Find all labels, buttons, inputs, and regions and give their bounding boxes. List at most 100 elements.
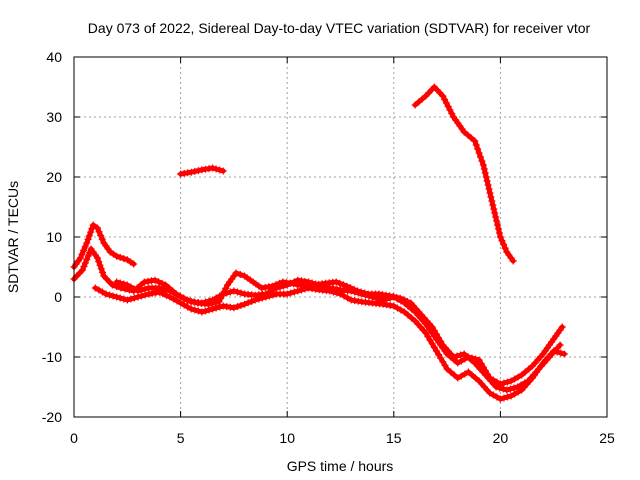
- data-point: [503, 386, 511, 394]
- data-point: [368, 293, 376, 301]
- data-point: [233, 303, 241, 311]
- data-point: [489, 201, 497, 209]
- data-point: [280, 282, 288, 290]
- data-point: [130, 294, 138, 302]
- data-point: [80, 247, 88, 254]
- y-axis-title: SDTVAR / TECUs: [5, 181, 21, 293]
- data-point: [472, 374, 480, 382]
- data-point: [477, 153, 485, 161]
- data-point: [464, 368, 472, 376]
- x-tick-label: 25: [599, 430, 615, 446]
- data-point: [89, 221, 97, 229]
- data-point: [556, 341, 564, 349]
- data-point: [237, 301, 245, 309]
- data-point: [437, 354, 445, 362]
- data-point: [441, 361, 449, 369]
- data-point: [108, 281, 116, 289]
- data-point: [215, 298, 223, 306]
- data-point: [194, 307, 202, 315]
- data-point: [81, 243, 89, 251]
- data-point: [113, 252, 121, 260]
- data-point: [477, 360, 485, 368]
- data-point: [475, 356, 483, 364]
- data-point: [127, 283, 135, 291]
- data-point: [194, 167, 202, 175]
- data-point: [486, 374, 494, 382]
- data-point: [93, 224, 101, 232]
- data-point: [457, 351, 465, 359]
- data-point: [308, 279, 316, 287]
- data-point: [454, 374, 462, 382]
- data-point: [184, 296, 192, 304]
- data-point: [478, 157, 486, 165]
- data-point: [187, 305, 195, 313]
- data-point: [76, 254, 84, 262]
- chart-title: Day 073 of 2022, Sidereal Day-to-day VTE…: [88, 20, 591, 36]
- data-point: [134, 293, 142, 301]
- data-point: [87, 228, 95, 236]
- data-point: [123, 296, 131, 304]
- data-point: [198, 308, 206, 316]
- y-tick-label: 20: [46, 169, 62, 185]
- data-point: [83, 256, 91, 263]
- data-point: [553, 348, 561, 356]
- data-point: [209, 296, 217, 304]
- data-point: [501, 244, 509, 252]
- data-point: [486, 189, 494, 197]
- x-axis-title: GPS time / hours: [287, 458, 394, 474]
- data-point: [283, 281, 291, 289]
- data-point: [162, 286, 170, 294]
- data-point: [557, 349, 565, 357]
- data-point: [158, 279, 166, 287]
- data-point: [484, 181, 492, 189]
- data-point: [216, 292, 224, 300]
- data-point: [489, 391, 497, 399]
- data-point: [198, 299, 206, 307]
- data-point: [498, 237, 506, 245]
- grid: [74, 57, 607, 417]
- data-point: [134, 287, 142, 295]
- data-point: [155, 284, 163, 292]
- data-point: [226, 288, 234, 296]
- data-point: [113, 293, 121, 301]
- series-trace-2: [70, 245, 564, 394]
- data-point: [336, 279, 344, 287]
- data-point: [201, 307, 209, 315]
- data-point: [500, 394, 508, 402]
- data-point: [120, 280, 128, 288]
- data-point: [400, 299, 408, 307]
- data-point: [492, 213, 500, 221]
- data-point: [475, 149, 483, 157]
- data-point: [248, 297, 256, 305]
- data-point: [460, 128, 468, 136]
- data-point: [397, 306, 405, 314]
- data-point: [116, 253, 124, 261]
- y-tick-label: 30: [46, 109, 62, 125]
- data-point: [450, 371, 458, 379]
- data-point: [390, 293, 398, 301]
- data-point: [379, 296, 387, 304]
- data-point: [166, 287, 174, 295]
- data-point: [95, 286, 103, 294]
- data-point: [365, 292, 373, 300]
- data-point: [230, 287, 238, 295]
- data-point: [415, 98, 423, 106]
- x-tick-label: 15: [386, 430, 402, 446]
- data-point: [428, 340, 436, 348]
- data-point: [166, 293, 174, 301]
- data-point: [97, 232, 105, 239]
- data-point: [485, 185, 493, 193]
- data-point: [223, 289, 231, 297]
- data-point: [244, 299, 252, 307]
- data-point: [513, 383, 521, 391]
- data-point: [130, 260, 138, 268]
- data-point: [109, 292, 117, 300]
- data-point: [81, 259, 89, 267]
- data-point: [511, 390, 519, 398]
- data-point: [141, 291, 149, 299]
- y-tick-label: 40: [46, 49, 62, 65]
- data-point: [339, 281, 347, 289]
- data-point: [173, 291, 181, 299]
- data-point: [169, 295, 177, 303]
